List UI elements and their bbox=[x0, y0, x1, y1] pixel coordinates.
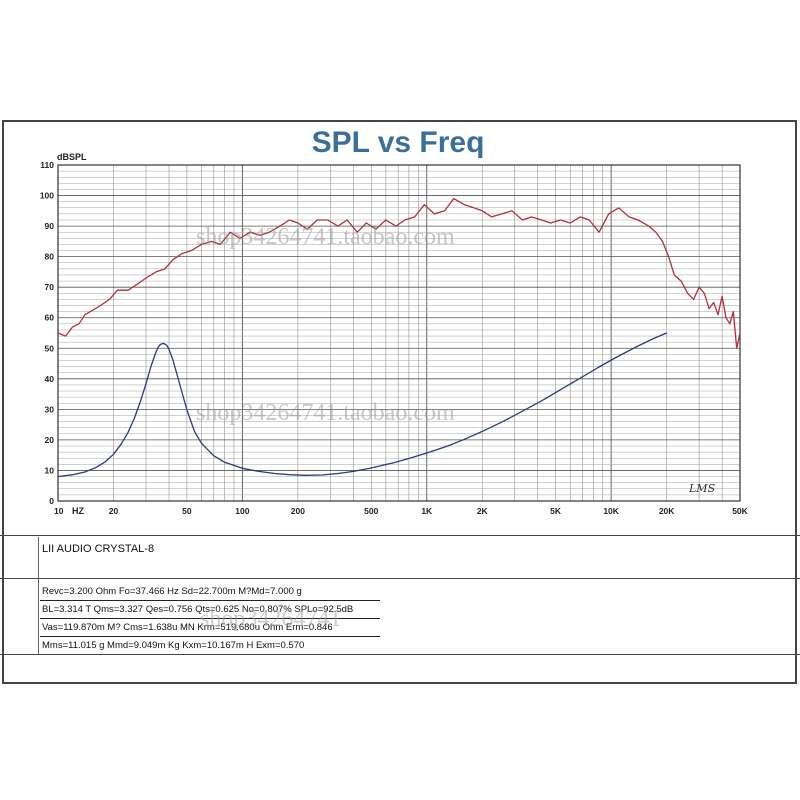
watermark-bottom: shop34264741 bbox=[200, 606, 342, 632]
param-line-4: Mms=11.015 g Mmd=9.049m Kg Kxm=10.167m H… bbox=[42, 640, 305, 651]
param-line-2: BL=3.314 T Qms=3.327 Qes=0.756 Qts=0.625… bbox=[42, 604, 354, 615]
y-tick-label: 60 bbox=[45, 313, 55, 323]
param-underline-3 bbox=[40, 636, 380, 637]
y-tick-label: 30 bbox=[45, 404, 55, 414]
y-tick-label: 40 bbox=[45, 374, 55, 384]
chart-title: SPL vs Freq bbox=[312, 126, 485, 159]
x-tick-label: 1K bbox=[421, 506, 433, 516]
x-tick-label: 5K bbox=[550, 506, 562, 516]
model-name: LII AUDIO CRYSTAL-8 bbox=[42, 543, 155, 555]
param-underline-1 bbox=[40, 600, 380, 601]
x-tick-label: 100 bbox=[235, 506, 249, 516]
plot-frame bbox=[57, 164, 741, 502]
y-tick-label: 20 bbox=[45, 435, 55, 445]
spl-frequency-chart: SPL vs Freq dBSPL HZ 0102030405060708090… bbox=[40, 126, 749, 516]
grid bbox=[57, 164, 741, 502]
y-tick-label: 80 bbox=[45, 252, 55, 262]
y-axis-label: dBSPL bbox=[57, 152, 87, 162]
param-line-3: Vas=119.870m M? Cms=1.638u MN Krm=519.68… bbox=[42, 622, 333, 633]
watermark-top: shop34264741.taobao.com bbox=[196, 224, 455, 250]
y-tick-label: 50 bbox=[45, 343, 55, 353]
spl-response-line bbox=[57, 197, 741, 349]
y-tick-label: 100 bbox=[40, 191, 54, 201]
watermark-middle: shop34264741.taobao.com bbox=[196, 400, 455, 426]
table-rule-top bbox=[0, 535, 800, 536]
x-tick-label: 20K bbox=[659, 506, 675, 516]
y-tick-label: 90 bbox=[45, 221, 55, 231]
param-underline-2 bbox=[40, 618, 380, 619]
y-tick-label: 10 bbox=[45, 465, 55, 475]
table-rule-bottom bbox=[0, 654, 800, 655]
x-tick-label: 10K bbox=[603, 506, 619, 516]
y-tick-label: 70 bbox=[45, 282, 55, 292]
x-tick-label: 50 bbox=[182, 506, 192, 516]
x-tick-label: 10 bbox=[54, 506, 64, 516]
table-divider bbox=[38, 537, 39, 654]
table-rule-middle bbox=[0, 578, 800, 579]
x-axis-unit: HZ bbox=[72, 506, 84, 516]
x-tick-label: 50K bbox=[732, 506, 748, 516]
lms-annotation: LMS bbox=[688, 482, 716, 495]
x-tick-label: 2K bbox=[477, 506, 489, 516]
x-tick-label: 500 bbox=[364, 506, 378, 516]
y-tick-label: 0 bbox=[49, 496, 54, 506]
x-tick-label: 20 bbox=[109, 506, 119, 516]
impedance-line bbox=[57, 332, 667, 478]
series-group bbox=[57, 197, 741, 478]
y-tick-label: 110 bbox=[40, 160, 54, 170]
param-line-1: Revc=3.200 Ohm Fo=37.466 Hz Sd=22.700m M… bbox=[42, 586, 302, 597]
x-tick-label: 200 bbox=[291, 506, 305, 516]
